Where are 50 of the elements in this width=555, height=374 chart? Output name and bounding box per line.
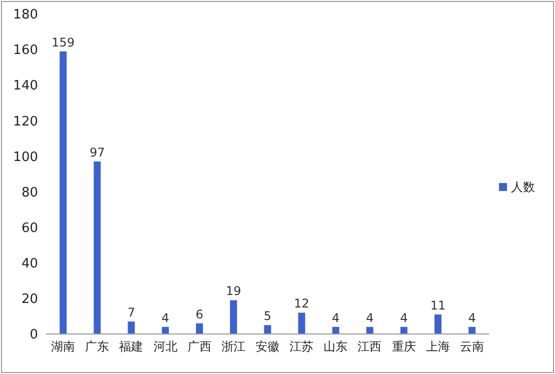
bar (264, 325, 272, 334)
y-tick-label: 20 (21, 292, 38, 308)
y-tick-label: 100 (13, 150, 38, 165)
legend-label: 人数 (511, 180, 535, 194)
data-label: 4 (332, 310, 340, 325)
data-label: 159 (52, 35, 75, 50)
y-tick-label: 0 (30, 328, 38, 343)
data-label: 4 (162, 310, 170, 325)
bar (128, 322, 135, 334)
data-label: 4 (400, 310, 408, 325)
bar (298, 312, 306, 334)
data-label: 97 (90, 146, 105, 160)
x-tick-label: 浙江 (221, 340, 246, 354)
x-tick-label: 江苏 (290, 340, 314, 354)
data-label: 4 (366, 310, 374, 325)
data-label: 4 (468, 310, 476, 325)
bar (468, 326, 476, 334)
data-label: 7 (127, 306, 136, 320)
bar (60, 51, 67, 334)
x-tick-label: 河北 (153, 340, 178, 354)
x-tick-label: 广东 (85, 340, 110, 354)
y-tick-label: 160 (13, 43, 38, 58)
bar (162, 326, 169, 334)
y-tick-label: 120 (13, 114, 38, 130)
y-tick-label: 140 (13, 78, 38, 94)
x-tick-label: 重庆 (392, 340, 416, 354)
bar (230, 300, 238, 334)
y-tick-label: 80 (21, 185, 38, 200)
x-tick-label: 福建 (119, 340, 144, 354)
x-tick-label: 山东 (324, 340, 348, 354)
x-tick-label: 安徽 (256, 340, 280, 354)
bar (94, 162, 101, 334)
x-tick-label: 江西 (358, 340, 382, 354)
x-tick-label: 湖南 (51, 340, 76, 354)
bar (366, 326, 374, 334)
y-tick-label: 40 (21, 256, 38, 272)
bar (400, 326, 408, 334)
data-label: 19 (226, 284, 242, 298)
y-tick-label: 60 (21, 220, 38, 236)
bar (196, 323, 203, 334)
data-label: 5 (264, 309, 272, 324)
data-label: 6 (196, 307, 204, 322)
x-tick-label: 上海 (426, 340, 450, 354)
x-tick-label: 广西 (187, 340, 212, 354)
bar (332, 326, 340, 334)
data-label: 11 (430, 298, 446, 312)
data-label: 12 (294, 296, 310, 311)
x-tick-label: 云南 (460, 340, 484, 354)
y-tick-label: 180 (13, 8, 38, 23)
bar (434, 314, 442, 334)
